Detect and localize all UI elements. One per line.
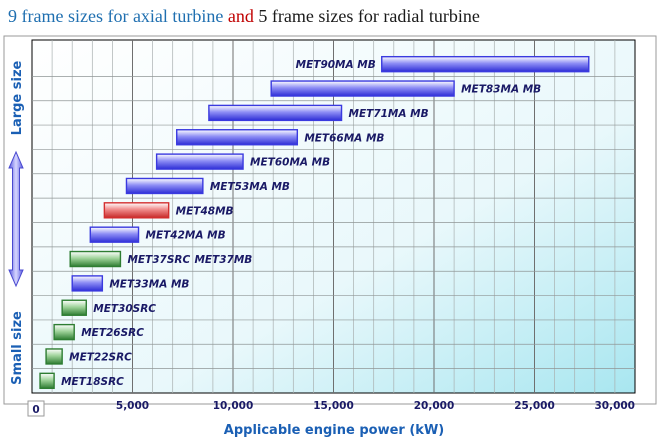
x-axis-label: Applicable engine power (kW) (224, 423, 444, 438)
bar-met83ma-mb (270, 80, 455, 97)
size-arrow (8, 150, 24, 288)
x-tick-label: 0 (32, 404, 39, 416)
bar-met18src (39, 372, 55, 390)
zero-tick-box (27, 400, 45, 417)
x-tick-label: 30,000 (594, 400, 635, 412)
small-size-label: Small size (10, 311, 25, 385)
bar-met66ma-mb (176, 129, 299, 146)
bar-label-met42ma-mb: MET42MA MB (146, 230, 226, 242)
bar-met53ma-mb (125, 177, 204, 195)
bar-label-met26src: MET26SRC (81, 327, 144, 339)
double-arrow-icon (8, 150, 24, 288)
bar-label-met37src: MET37SRC (127, 254, 190, 266)
bar-met30src (61, 299, 87, 316)
bar-met60ma-mb (155, 153, 244, 170)
bar-label-met90ma-mb: MET90MA MB (296, 59, 376, 71)
bar-label-met66ma-mb: MET66MA MB (304, 132, 384, 144)
bar-met26src (53, 323, 75, 341)
bar-met22src (45, 348, 63, 365)
x-tick-label: 15,000 (313, 400, 354, 412)
bar-met37src (69, 250, 122, 268)
bar-met71ma-mb (208, 104, 343, 122)
gridlines (32, 40, 635, 393)
x-tick-label: 20,000 (414, 400, 455, 412)
bar-extra-label: MET37MB (194, 254, 252, 266)
bar-label-met18src: MET18SRC (61, 376, 124, 388)
title-and-part: and (223, 6, 254, 26)
bar-met48mb (103, 202, 170, 219)
title-radial-part: 5 frame sizes for radial turbine (253, 6, 480, 26)
x-tick-label: 5,000 (116, 400, 149, 412)
bar-label-met33ma-mb: MET33MA MB (109, 278, 189, 290)
bar-label-met83ma-mb: MET83MA MB (461, 84, 541, 96)
x-tick-labels: 0 5,000 10,000 15,000 20,000 25,000 30,000 (27, 400, 635, 417)
bars-layer: MET90MA MB MET83MA MB MET71MA MB MET66MA MB… (39, 55, 590, 390)
bar-label-met22src: MET22SRC (69, 351, 132, 363)
bar-label-met48mb: MET48MB (176, 205, 234, 217)
bar-met33ma-mb (71, 275, 104, 292)
chart-title: 9 frame sizes for axial turbine and 5 fr… (8, 6, 480, 27)
bar-met42ma-mb (89, 226, 140, 243)
bar-met90ma-mb (381, 55, 590, 73)
large-size-label: Large size (10, 60, 25, 135)
bar-label-met53ma-mb: MET53MA MB (210, 181, 290, 193)
x-tick-label: 10,000 (213, 400, 254, 412)
bar-label-met30src: MET30SRC (93, 303, 156, 315)
title-axial-part: 9 frame sizes for axial turbine (8, 6, 224, 26)
x-tick-label: 25,000 (514, 400, 555, 412)
bar-label-met71ma-mb: MET71MA MB (349, 108, 429, 120)
bar-label-met60ma-mb: MET60MA MB (250, 157, 330, 169)
